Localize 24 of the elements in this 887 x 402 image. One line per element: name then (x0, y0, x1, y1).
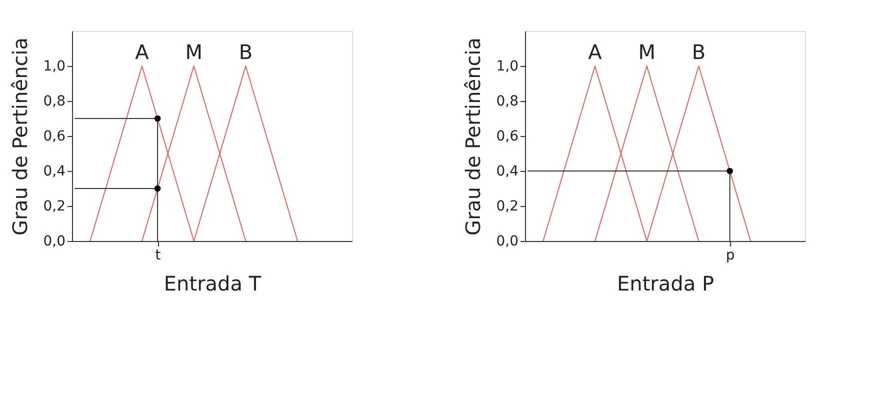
y-tick-label: 1,0 (496, 58, 518, 74)
x-axis-title: Entrada P (616, 272, 714, 296)
series-label: B (238, 40, 253, 64)
y-tick-label: 0,0 (43, 234, 66, 250)
y-tick-label: 0,4 (496, 164, 519, 180)
y-tick-label: 0,2 (43, 198, 66, 214)
series-label: M (185, 40, 202, 64)
series-label: M (638, 40, 656, 64)
x-axis-title: Entrada T (164, 272, 262, 296)
y-axis-title: Grau de Pertinência (461, 37, 486, 236)
y-tick-label: 0,6 (43, 128, 66, 144)
series-label: A (588, 40, 602, 64)
y-tick-label: 0,0 (496, 234, 518, 250)
series-label: A (135, 40, 150, 64)
x-tick-label: p (726, 248, 735, 264)
y-tick-label: 0,6 (496, 128, 519, 144)
y-tick-label: 0,8 (43, 94, 66, 110)
y-tick-label: 0,2 (496, 198, 518, 214)
y-tick-label: 1,0 (43, 58, 66, 74)
x-tick-label: t (155, 248, 162, 264)
series-label: B (692, 40, 706, 64)
y-tick-label: 0,4 (43, 164, 66, 180)
y-tick-label: 0,8 (496, 94, 518, 110)
y-axis-title: Grau de Pertinência (8, 37, 32, 236)
